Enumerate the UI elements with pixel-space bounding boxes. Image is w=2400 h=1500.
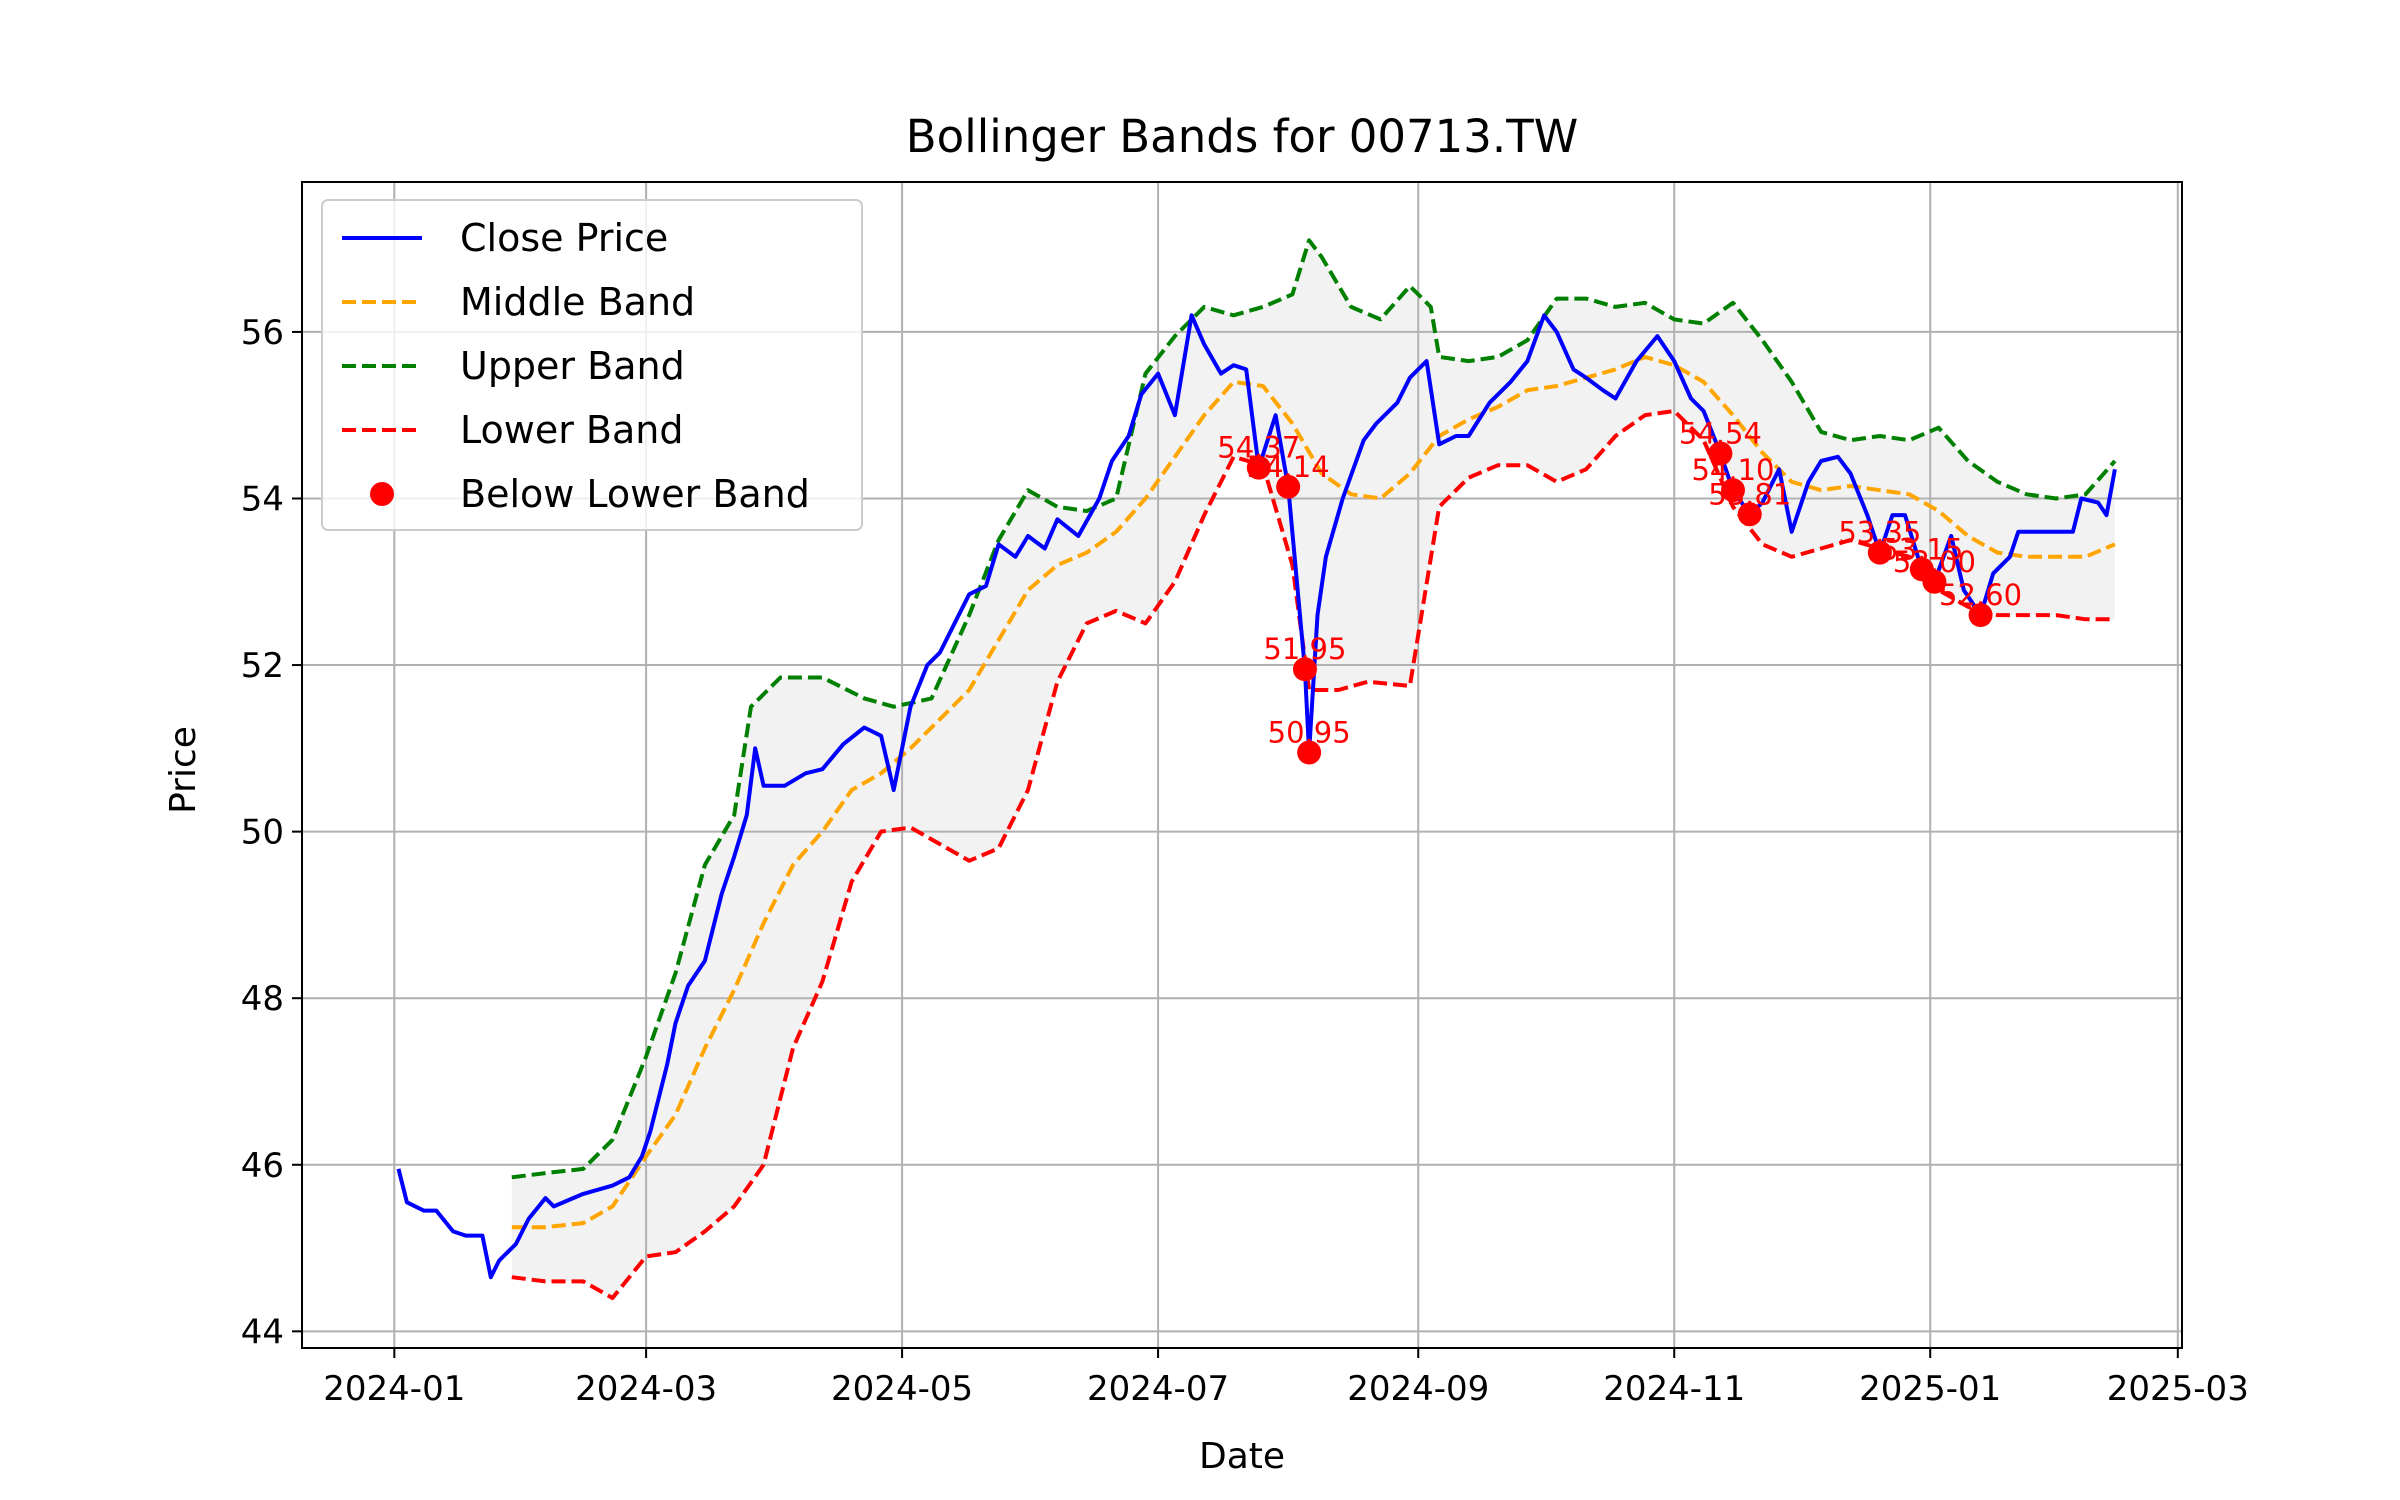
lower-band-line	[511, 409, 2115, 1300]
y-tick-label: 44	[241, 1312, 284, 1352]
below-lower-band-marker	[1246, 455, 1271, 480]
y-axis-title: Price	[163, 726, 204, 814]
below-lower-band-marker	[1922, 569, 1947, 594]
marker-value-label: 53.35	[1838, 516, 1921, 550]
x-tick-label: 2024-09	[1347, 1369, 1489, 1409]
x-tick-label: 2024-03	[575, 1369, 717, 1409]
y-tick-label: 54	[241, 479, 284, 519]
x-axis-title: Date	[1199, 1436, 1285, 1477]
marker-value-label: 51.95	[1263, 632, 1346, 666]
marker-value-label: 53.81	[1708, 477, 1791, 511]
x-tick-label: 2025-03	[2107, 1369, 2249, 1409]
below-lower-band-marker	[1297, 740, 1322, 765]
legend-label: Upper Band	[460, 344, 685, 388]
chart-title: Bollinger Bands for 00713.TW	[906, 110, 1578, 163]
legend-label: Lower Band	[460, 408, 683, 452]
below-lower-band-marker	[1867, 540, 1892, 565]
legend-below-lower-band: Below Lower Band	[370, 472, 810, 516]
series-layer	[396, 238, 2117, 1300]
marker-value-label: 54.10	[1691, 453, 1774, 487]
below-lower-band-marker	[1708, 441, 1733, 466]
middle-band-line	[511, 354, 2116, 1230]
below-lower-band-marker	[1737, 502, 1762, 527]
x-tick-label: 2024-07	[1087, 1369, 1229, 1409]
legend-lower-band: Lower Band	[342, 408, 683, 452]
legend-frame	[321, 199, 863, 531]
upper-band-line	[511, 238, 2117, 1180]
x-tick-label: 2025-01	[1859, 1369, 2001, 1409]
marker-value-label: 54.54	[1679, 417, 1762, 451]
legend-middle-band: Middle Band	[342, 280, 695, 324]
y-tick-label: 56	[241, 313, 284, 353]
below-lower-band-marker	[1292, 657, 1317, 682]
legend-label: Below Lower Band	[460, 472, 810, 516]
x-tick-label: 2024-11	[1603, 1369, 1745, 1409]
marker-value-label: 53.15	[1880, 532, 1963, 566]
x-tick-label: 2024-01	[323, 1369, 465, 1409]
legend-label: Close Price	[460, 216, 668, 260]
marker-value-label: 52.60	[1939, 578, 2022, 612]
legend-marker-swatch	[370, 482, 394, 506]
below-lower-band-marker	[1276, 474, 1301, 499]
marker-value-label: 50.95	[1268, 716, 1351, 750]
legend-label: Middle Band	[460, 280, 695, 324]
y-tick-label: 52	[241, 646, 284, 686]
marker-value-label: 54.14	[1247, 450, 1330, 484]
y-tick-label: 50	[241, 813, 284, 853]
axis-ticks: 2024-01 2024-03 2024-05 2024-07 2024-09 2024-…	[241, 313, 2249, 1409]
below-lower-band-marker	[1968, 603, 1993, 628]
y-tick-label: 48	[241, 979, 284, 1019]
legend: Close Price Middle Band Upper Band Lower Ba…	[321, 199, 863, 531]
y-tick-label: 46	[241, 1146, 284, 1186]
x-tick-label: 2024-05	[831, 1369, 973, 1409]
marker-value-label: 54.37	[1217, 431, 1300, 465]
close-price-line	[396, 313, 2117, 1280]
marker-value-label: 53.00	[1893, 545, 1976, 579]
legend-upper-band: Upper Band	[342, 344, 685, 388]
legend-close-price: Close Price	[342, 216, 668, 260]
plot-frame	[301, 181, 2183, 1349]
below-lower-band-marker	[1720, 478, 1745, 503]
band-fill	[511, 240, 2115, 1298]
